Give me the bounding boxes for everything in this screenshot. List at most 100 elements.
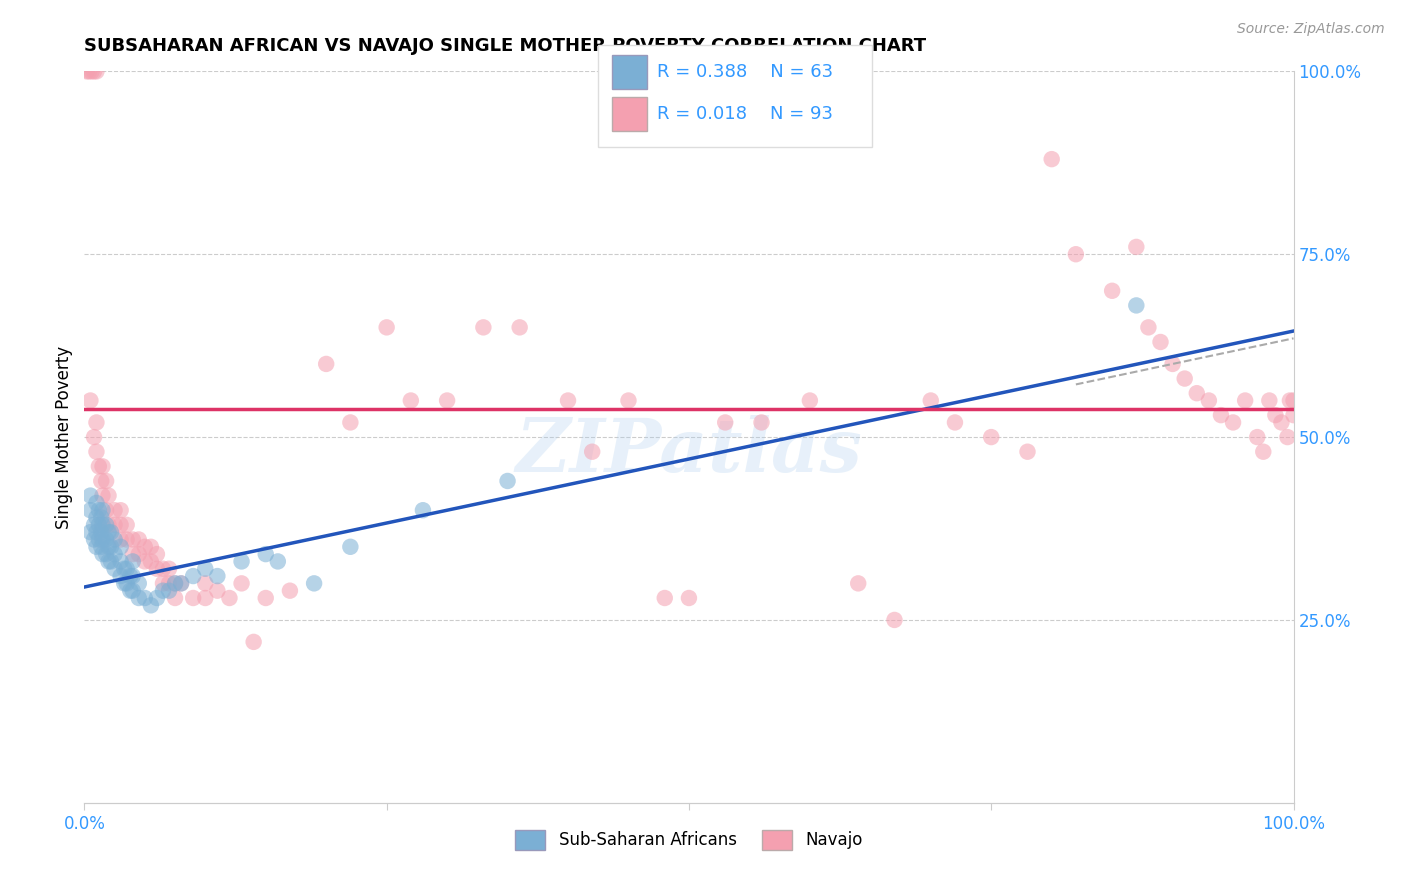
Point [678,591,700,605]
Point [1258,393,1281,408]
Point [146,547,169,561]
Point [97,525,120,540]
Point [139,540,162,554]
Point [339,416,361,430]
Point [254,547,277,561]
Point [1064,247,1087,261]
Text: SUBSAHARAN AFRICAN VS NAVAJO SINGLE MOTHER POVERTY CORRELATION CHART: SUBSAHARAN AFRICAN VS NAVAJO SINGLE MOTH… [84,37,927,54]
Point [920,393,942,408]
Point [97,554,120,568]
Point [146,591,169,605]
Point [80,64,103,78]
Point [121,547,143,561]
Point [91,533,114,547]
Point [194,576,217,591]
Point [86,444,108,458]
Point [231,554,253,568]
Point [617,393,640,408]
Point [194,591,217,605]
Point [509,320,531,334]
Point [943,416,966,430]
Point [83,517,105,532]
Point [1198,393,1220,408]
Point [1282,408,1305,422]
Point [436,393,458,408]
Point [115,562,138,576]
Point [121,583,143,598]
Point [218,591,240,605]
Y-axis label: Single Mother Poverty: Single Mother Poverty [55,345,73,529]
Point [83,64,105,78]
Point [254,591,277,605]
Point [846,576,869,591]
Point [79,489,101,503]
Point [120,569,142,583]
Point [104,517,127,532]
Point [128,576,150,591]
Point [152,562,174,576]
Point [181,569,204,583]
Point [157,576,180,591]
Point [121,569,143,583]
Point [134,540,156,554]
Point [83,430,105,444]
Point [97,489,120,503]
Point [799,393,821,408]
Point [1161,357,1184,371]
Point [79,393,101,408]
Point [1234,393,1257,408]
Point [91,459,114,474]
Point [87,533,110,547]
Text: ZIPatlas: ZIPatlas [516,416,862,488]
Point [94,533,117,547]
Point [100,525,122,540]
Point [97,517,120,532]
Point [90,474,112,488]
Point [883,613,905,627]
Point [86,416,108,430]
Point [1282,393,1305,408]
Point [1185,386,1208,401]
Point [121,554,143,568]
Point [165,576,187,591]
Point [557,393,579,408]
Point [83,533,105,547]
Text: R = 0.388    N = 63: R = 0.388 N = 63 [657,63,832,81]
Point [980,430,1002,444]
Point [165,576,187,591]
Point [112,576,135,591]
Point [134,591,156,605]
Point [181,591,204,605]
Point [104,503,127,517]
Point [496,474,519,488]
Point [1149,334,1171,349]
Point [134,554,156,568]
Point [1246,430,1268,444]
Point [86,525,108,540]
Point [375,320,398,334]
Point [714,416,737,430]
Point [399,393,422,408]
Point [1125,298,1147,312]
Point [94,474,117,488]
Point [104,562,127,576]
Point [104,547,127,561]
Point [79,503,101,517]
Point [115,533,138,547]
Point [751,416,773,430]
Point [90,540,112,554]
Point [128,547,150,561]
Point [242,635,264,649]
Point [139,599,162,613]
Point [231,576,253,591]
Point [77,64,100,78]
Point [165,591,187,605]
Point [87,517,110,532]
Point [1222,416,1244,430]
Point [91,489,114,503]
Point [100,540,122,554]
Point [110,533,132,547]
Point [128,533,150,547]
Point [87,459,110,474]
Point [339,540,361,554]
